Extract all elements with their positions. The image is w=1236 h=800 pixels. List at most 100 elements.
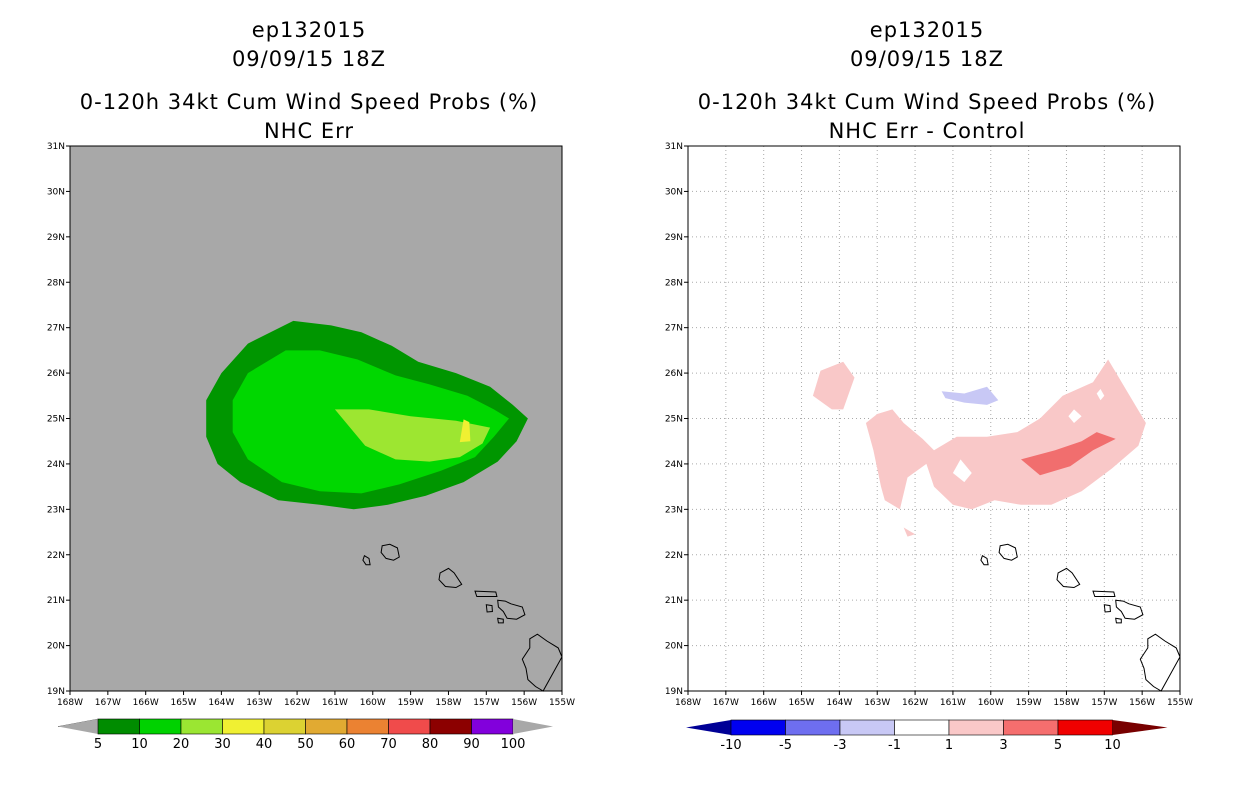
y-tick-label: 27N [665, 324, 683, 334]
colorbar-right-arrow [1112, 720, 1168, 735]
colorbar-label: 70 [380, 737, 397, 752]
colorbar-swatch [346, 718, 389, 735]
chart-right: 168W 167W 166W 165W 164W 163W 162W 161W 160W 159W… [665, 142, 1193, 753]
y-tick-label: 25N [47, 415, 65, 425]
x-tick-label: 156W [511, 698, 537, 708]
island-hawaii [521, 633, 563, 692]
colorbar-swatch [1057, 719, 1113, 736]
y-tick-label: 28N [665, 278, 683, 288]
x-tick-label: 161W [940, 698, 966, 708]
contour--3--1 [941, 386, 999, 405]
colorbar-swatch [139, 718, 182, 735]
colorbar-label: 40 [256, 737, 273, 752]
x-tick-label: 166W [751, 698, 777, 708]
contour-1-3 [865, 359, 1146, 510]
x-tick-label: 164W [208, 698, 234, 708]
colorbar-label: 3 [999, 738, 1007, 753]
colorbar-swatch [839, 719, 895, 736]
colorbar-label: 30 [214, 737, 231, 752]
x-tick-label: 165W [788, 698, 814, 708]
colorbar-label: 5 [94, 737, 102, 752]
y-tick-label: 22N [665, 551, 683, 561]
storm-id: ep132015 [251, 18, 367, 42]
x-tick-label: 167W [713, 698, 739, 708]
colorbar-left-arrow-fill [58, 719, 98, 734]
y-tick-label: 31N [47, 142, 65, 152]
colorbar-label: 1 [945, 738, 953, 753]
colorbar-swatch [429, 718, 472, 735]
x-tick-label: 156W [1129, 698, 1155, 708]
storm-id: ep132015 [869, 18, 985, 42]
contour-1-3 [903, 527, 916, 537]
island-molokai [1092, 590, 1116, 597]
datetime: 09/09/15 18Z [849, 47, 1005, 71]
y-tick-label: 19N [47, 687, 65, 697]
y-tick-label: 20N [665, 642, 683, 652]
x-tick-label: 162W [284, 698, 310, 708]
colorbar-label: 60 [339, 737, 356, 752]
island-niihau [980, 554, 989, 566]
colorbar-label: -3 [834, 738, 847, 753]
colorbar-label: 10 [131, 737, 148, 752]
colorbar-label: 50 [297, 737, 314, 752]
colorbar-swatch [1003, 719, 1059, 736]
chart-subtitle: NHC Err [263, 119, 354, 143]
x-tick-label: 158W [1053, 698, 1079, 708]
colorbar-swatch [180, 718, 223, 735]
x-tick-label: 163W [864, 698, 890, 708]
y-tick-label: 29N [665, 233, 683, 243]
colorbar-label: -1 [888, 738, 901, 753]
colorbar-swatch [948, 719, 1004, 736]
x-tick-label: 157W [1091, 698, 1117, 708]
island-lanai [485, 604, 493, 613]
x-tick-label: 164W [826, 698, 852, 708]
y-tick-label: 23N [665, 505, 683, 515]
colorbar-swatch [471, 718, 514, 735]
colorbar-swatch [222, 718, 265, 735]
y-tick-label: 30N [665, 187, 683, 197]
y-tick-label: 27N [47, 324, 65, 334]
colorbar-label: 100 [501, 737, 526, 752]
island-kauai [380, 543, 400, 561]
chart-title: 0-120h 34kt Cum Wind Speed Probs (%) [79, 90, 539, 114]
y-tick-label: 22N [47, 551, 65, 561]
y-tick-label: 21N [47, 596, 65, 606]
y-tick-label: 29N [47, 233, 65, 243]
y-tick-label: 26N [47, 369, 65, 379]
x-tick-label: 155W [549, 698, 575, 708]
x-tick-label: 157W [473, 698, 499, 708]
colorbar-label: 90 [463, 737, 480, 752]
colorbar-swatch [305, 718, 348, 735]
x-tick-label: 168W [675, 698, 701, 708]
y-tick-label: 28N [47, 278, 65, 288]
x-tick-label: 161W [322, 698, 348, 708]
colorbar-right-arrow [513, 719, 553, 734]
x-tick-label: 160W [360, 698, 386, 708]
x-tick-label: 159W [1016, 698, 1042, 708]
right-panel: ep132015 09/09/15 18Z 0-120h 34kt Cum Wi… [618, 0, 1236, 800]
x-tick-label: 155W [1167, 698, 1193, 708]
x-tick-label: 159W [398, 698, 424, 708]
chart-title: 0-120h 34kt Cum Wind Speed Probs (%) [697, 90, 1157, 114]
y-tick-label: 19N [665, 687, 683, 697]
contour-hole [1096, 389, 1105, 401]
y-tick-label: 24N [47, 460, 65, 470]
colorbar-swatch [730, 719, 786, 736]
x-tick-label: 165W [170, 698, 196, 708]
x-tick-label: 167W [95, 698, 121, 708]
y-tick-label: 20N [47, 642, 65, 652]
island-kauai [998, 543, 1018, 561]
contour-1-3 [812, 361, 855, 410]
y-tick-label: 25N [665, 415, 683, 425]
colorbar-swatch [785, 719, 841, 736]
x-tick-label: 168W [57, 698, 83, 708]
colorbar-swatch [97, 718, 140, 735]
island-kahoolawe [1115, 617, 1122, 624]
colorbar-label: 80 [422, 737, 439, 752]
island-hawaii [1139, 633, 1181, 692]
y-tick-label: 24N [665, 460, 683, 470]
x-tick-label: 166W [133, 698, 159, 708]
y-tick-label: 26N [665, 369, 683, 379]
island-kahoolawe [497, 617, 504, 624]
colorbar-label: -10 [720, 738, 741, 753]
